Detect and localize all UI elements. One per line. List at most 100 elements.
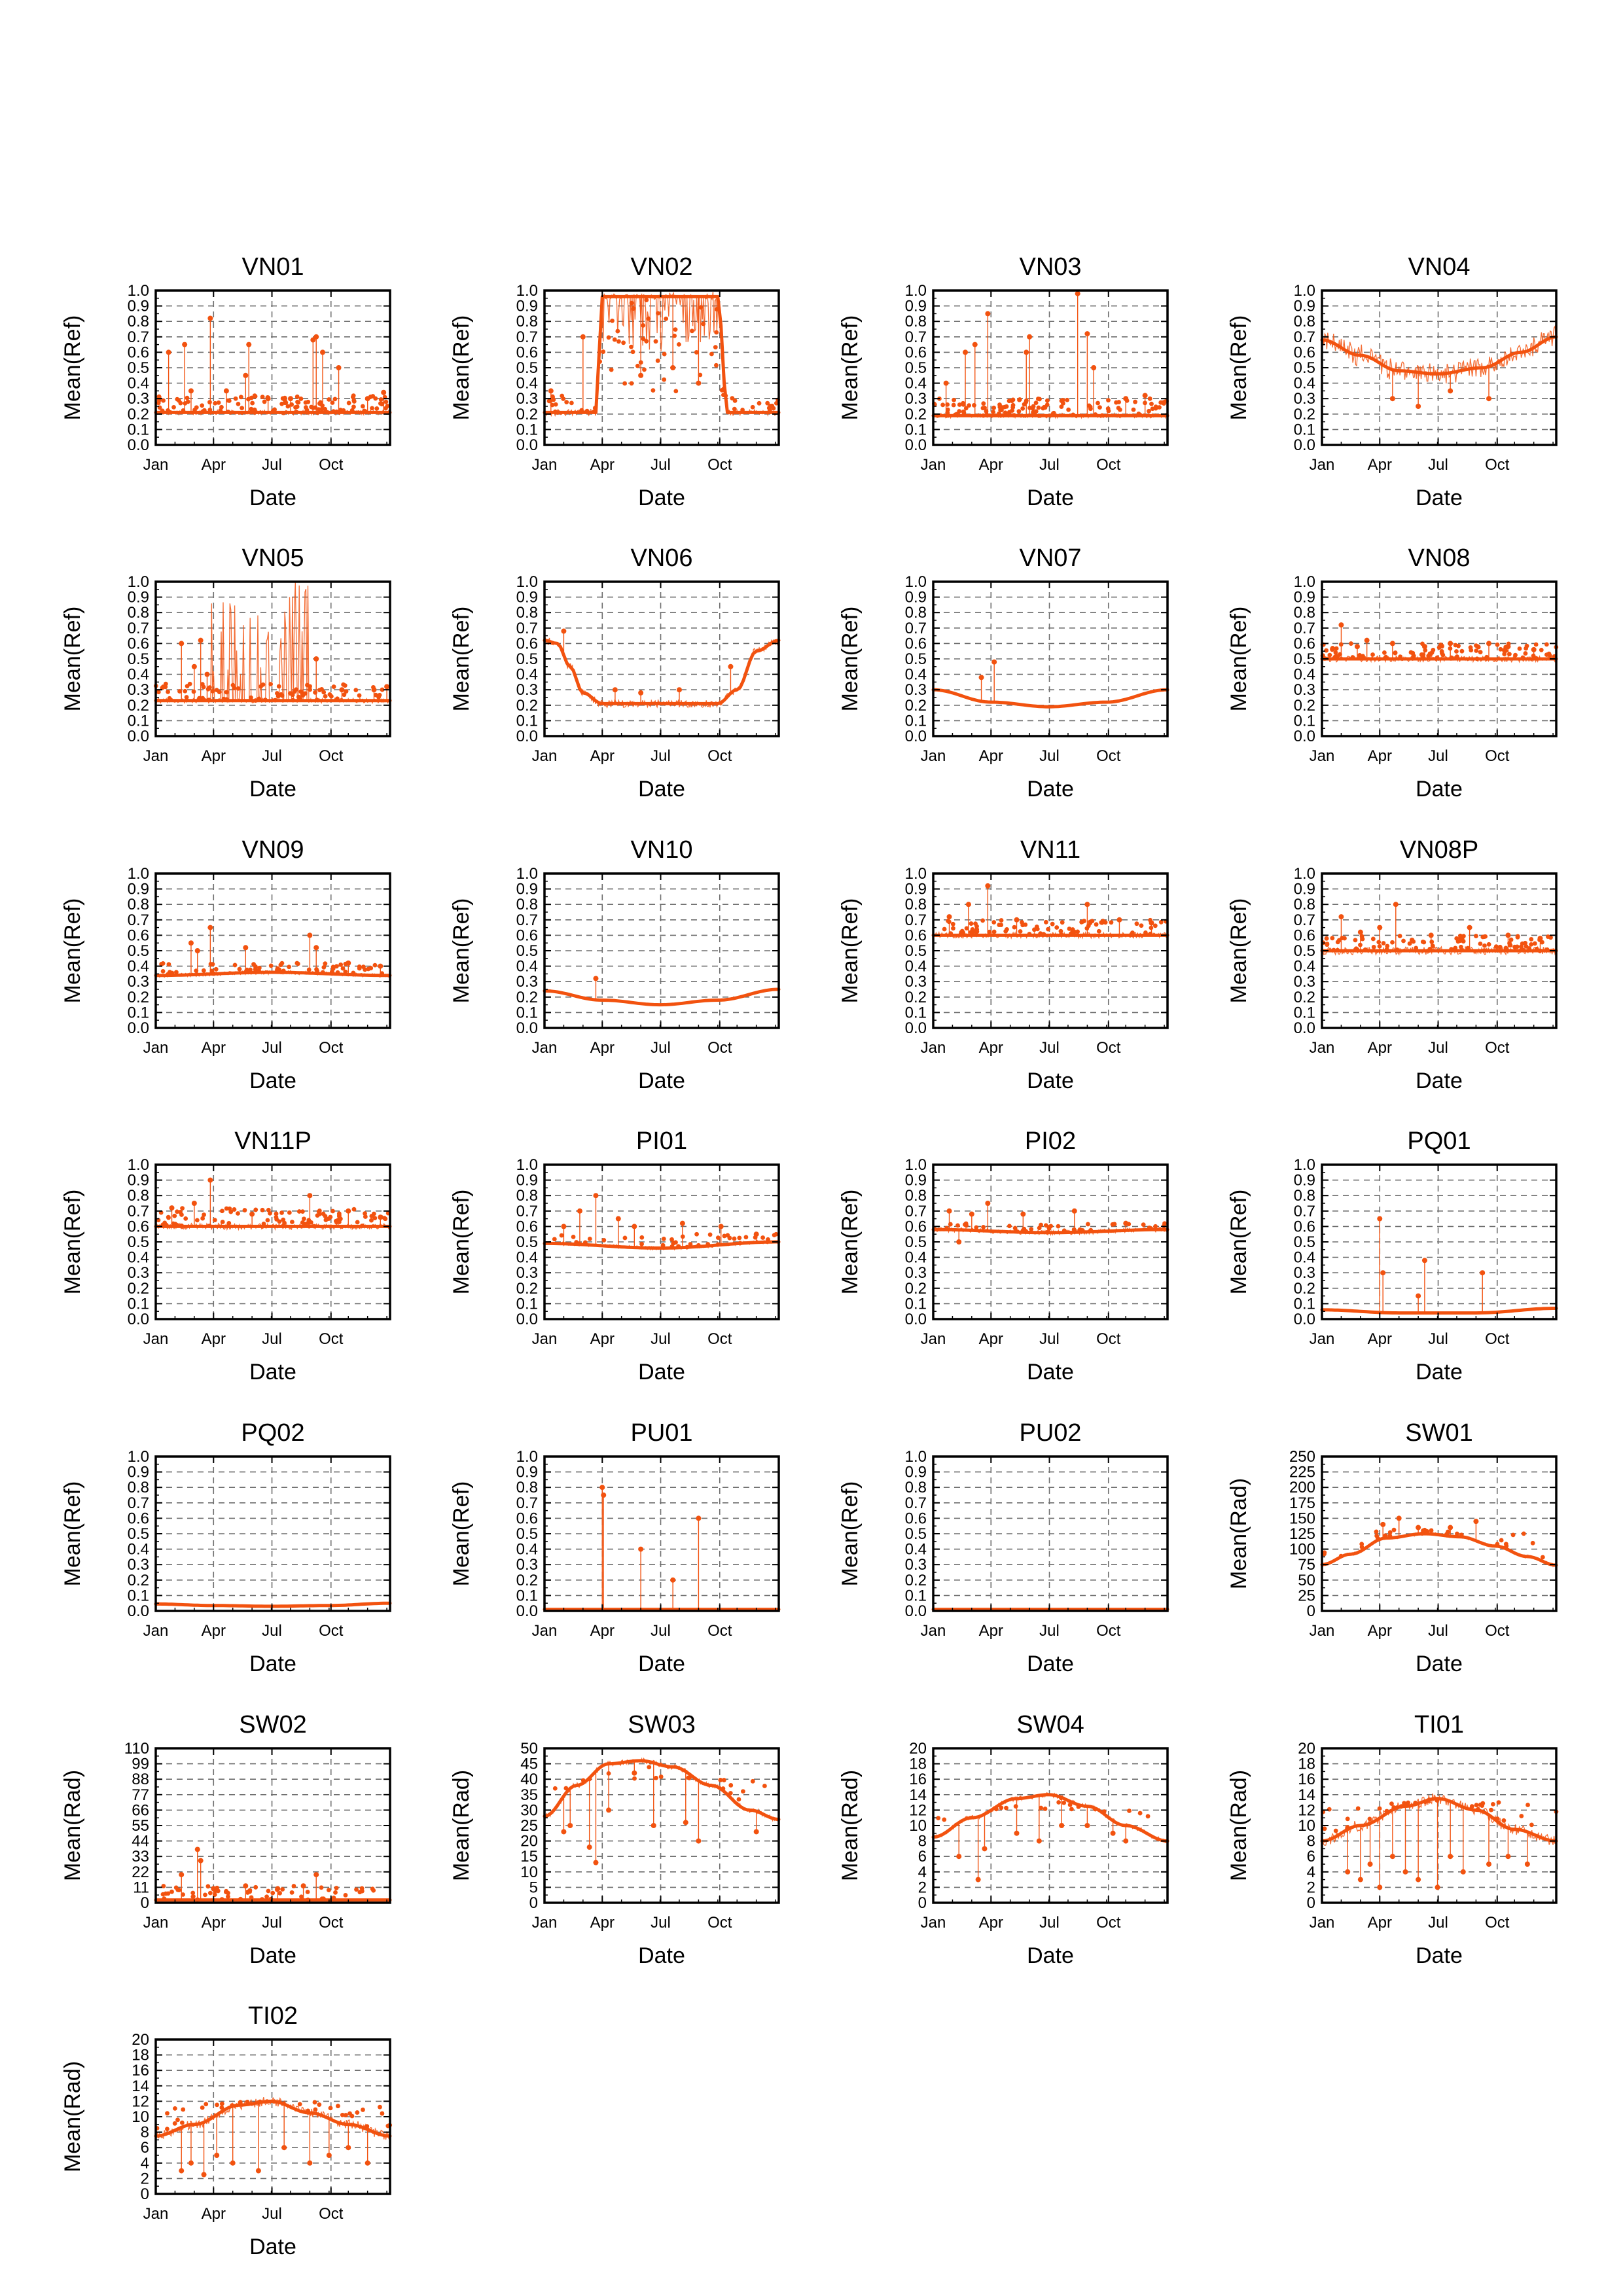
- data-point: [302, 1222, 307, 1226]
- data-point: [279, 961, 285, 966]
- y-tick-label: 0.6: [905, 927, 927, 944]
- data-point: [984, 409, 989, 414]
- data-point: [1537, 948, 1543, 953]
- data-point: [1426, 653, 1431, 658]
- data-point: [1429, 650, 1435, 655]
- x-tick-label: Jul: [651, 1039, 671, 1057]
- y-tick-label: 0.7: [128, 1494, 149, 1512]
- gridlines: [544, 1748, 779, 1903]
- data-point: [1116, 917, 1122, 923]
- x-axis: Jan Apr Jul Oct: [1310, 1165, 1554, 1348]
- y-tick-label: 0.2: [905, 1280, 927, 1298]
- y-tick-label: 12: [909, 1801, 927, 1819]
- y-tick-label: 0.4: [905, 375, 927, 393]
- data-point: [552, 1237, 557, 1242]
- data-point: [954, 412, 959, 417]
- data-point: [336, 365, 342, 370]
- data-point: [1147, 1225, 1152, 1230]
- data-point: [265, 1218, 270, 1223]
- x-tick-label: Oct: [319, 747, 344, 765]
- series-sw03: [543, 1757, 781, 1865]
- data-point: [615, 1216, 621, 1222]
- data-point: [253, 1207, 259, 1212]
- data-point: [270, 1890, 276, 1896]
- data-point: [1126, 1222, 1132, 1227]
- gridlines: [544, 1165, 779, 1319]
- data-point: [1480, 1803, 1485, 1809]
- y-tick-label: 0.0: [516, 1311, 538, 1328]
- x-tick-label: Jul: [1428, 1039, 1448, 1057]
- data-point: [1044, 1230, 1050, 1235]
- x-tick-label: Oct: [1096, 456, 1121, 474]
- panel-title: VN11P: [234, 1127, 312, 1155]
- x-axis: Jan Apr Jul Oct: [921, 874, 1165, 1057]
- y-tick-label: 55: [132, 1817, 149, 1835]
- y-tick-label: 0.7: [516, 328, 538, 346]
- y-tick-label: 110: [124, 1740, 149, 1757]
- y-tick-label: 1.0: [1294, 865, 1315, 883]
- data-point: [1521, 1531, 1526, 1536]
- y-tick-label: 0.2: [128, 1280, 149, 1298]
- data-point: [307, 1193, 313, 1199]
- series-vn06: [543, 628, 781, 709]
- x-tick-label: Jan: [532, 456, 558, 474]
- y-axis-label: Mean(Rad): [1226, 1478, 1251, 1589]
- panel-pi01: PI010.00.10.20.30.40.50.60.70.80.91.0Jan…: [449, 1127, 781, 1385]
- y-tick-label: 0.8: [905, 604, 927, 622]
- y-tick-label: 1.0: [516, 573, 538, 591]
- data-point: [1448, 1854, 1454, 1860]
- data-point: [323, 961, 328, 966]
- data-point: [274, 1887, 279, 1892]
- data-point: [378, 2104, 382, 2110]
- data-point: [1523, 651, 1528, 656]
- data-point: [942, 927, 947, 932]
- data-point: [1414, 945, 1419, 951]
- data-point: [313, 1872, 319, 1878]
- data-point: [313, 334, 319, 340]
- data-point: [348, 2111, 352, 2116]
- data-point: [183, 400, 188, 406]
- y-tick-label: 1.0: [128, 1448, 149, 1466]
- data-point: [1486, 942, 1491, 947]
- y-tick-label: 0.7: [516, 620, 538, 637]
- data-point: [1116, 400, 1122, 404]
- data-point: [294, 404, 300, 409]
- data-point: [335, 970, 340, 975]
- data-point: [308, 1220, 313, 1225]
- data-point: [1383, 1533, 1388, 1538]
- data-point: [1157, 405, 1162, 410]
- data-point: [1044, 398, 1050, 403]
- data-point: [311, 405, 315, 410]
- data-point: [191, 1201, 197, 1206]
- data-point: [1448, 646, 1453, 651]
- data-point: [985, 883, 991, 889]
- data-point: [279, 401, 285, 406]
- data-point: [698, 372, 703, 378]
- data-point: [651, 1823, 656, 1828]
- data-point: [243, 1883, 249, 1889]
- data-point: [738, 1241, 743, 1246]
- y-tick-label: 0.8: [905, 313, 927, 330]
- series-vn03: [931, 291, 1169, 419]
- data-point: [212, 1892, 217, 1897]
- data-point: [1148, 931, 1153, 936]
- y-tick-label: 0.6: [128, 635, 149, 652]
- x-tick-label: Oct: [707, 1330, 732, 1348]
- data-point: [1489, 1807, 1493, 1812]
- x-axis-label: Date: [1027, 777, 1074, 802]
- data-point: [318, 400, 323, 405]
- data-point: [1322, 1551, 1327, 1557]
- data-point: [243, 945, 249, 951]
- data-point: [944, 1226, 949, 1231]
- data-point: [192, 408, 197, 412]
- data-point: [1539, 648, 1544, 652]
- data-point: [661, 1236, 666, 1241]
- data-point: [249, 695, 253, 700]
- data-point: [1377, 1884, 1383, 1890]
- y-tick-label: 0.1: [128, 1587, 149, 1604]
- data-point: [321, 1896, 326, 1901]
- data-point: [182, 342, 188, 347]
- data-point: [245, 1889, 251, 1894]
- data-point: [985, 1201, 991, 1206]
